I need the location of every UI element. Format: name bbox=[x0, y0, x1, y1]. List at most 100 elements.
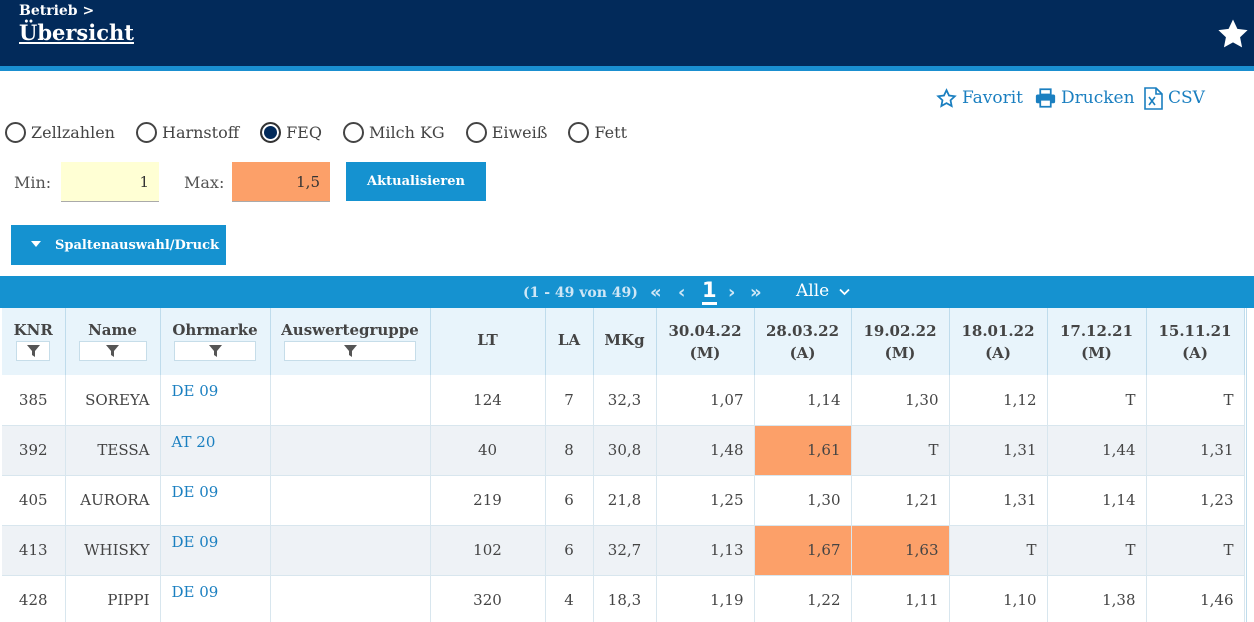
header-knr[interactable]: KNR bbox=[2, 308, 66, 375]
cell-name: WHISKY bbox=[65, 525, 161, 576]
csv-button[interactable]: CSV bbox=[1144, 86, 1205, 110]
radio-eiweiss[interactable]: Eiweiß bbox=[465, 122, 548, 143]
header-name[interactable]: Name bbox=[65, 308, 161, 375]
page-title[interactable]: Übersicht bbox=[19, 20, 134, 45]
header-lt[interactable]: LT bbox=[430, 308, 546, 375]
table-header-row: KNR Name Ohrmarke Auswertegruppe LT LA M… bbox=[2, 308, 1245, 375]
filter-name[interactable] bbox=[78, 341, 147, 361]
radio-label: Eiweiß bbox=[491, 123, 548, 142]
next-page-icon[interactable]: › bbox=[728, 282, 736, 303]
header-ohrmarke[interactable]: Ohrmarke bbox=[160, 308, 271, 375]
star-filled-icon[interactable] bbox=[1216, 17, 1250, 51]
radio-label: Harnstoff bbox=[161, 123, 240, 142]
filter-ohrmarke[interactable] bbox=[174, 341, 256, 361]
table-row[interactable]: 413 WHISKY DE 09 102 6 32,7 1,13 1,67 1,… bbox=[2, 525, 1245, 576]
cell-value: T bbox=[1046, 525, 1147, 576]
first-page-icon[interactable]: « bbox=[650, 282, 662, 303]
update-button[interactable]: Aktualisieren bbox=[346, 162, 486, 201]
favorite-button[interactable]: Favorit bbox=[936, 86, 1023, 110]
radio-circle-selected[interactable] bbox=[260, 122, 282, 143]
radio-circle[interactable] bbox=[342, 122, 364, 143]
radio-zellzahlen[interactable]: Zellzahlen bbox=[5, 122, 115, 143]
top-bar bbox=[0, 0, 1254, 66]
header-date-type: (M) bbox=[689, 344, 721, 362]
metric-radio-group: Zellzahlen Harnstoff FEQ Milch KG Eiweiß… bbox=[5, 122, 648, 143]
table-row[interactable]: 405 AURORA DE 09 219 6 21,8 1,25 1,30 1,… bbox=[2, 475, 1245, 526]
radio-circle[interactable] bbox=[5, 122, 26, 143]
cell-lt: 320 bbox=[430, 575, 546, 622]
max-input[interactable] bbox=[232, 162, 330, 202]
header-date: 30.04.22 bbox=[668, 322, 742, 340]
header-date-4[interactable]: 17.12.21 (M) bbox=[1046, 308, 1147, 375]
table-row[interactable]: 428 PIPPI DE 09 320 4 18,3 1,19 1,22 1,1… bbox=[2, 575, 1245, 622]
min-input[interactable] bbox=[61, 162, 159, 202]
prev-page-icon[interactable]: ‹ bbox=[678, 282, 686, 303]
cell-value: 1,31 bbox=[948, 425, 1048, 476]
cell-value-highlighted: 1,67 bbox=[753, 525, 852, 576]
cell-auswertegruppe bbox=[270, 475, 431, 526]
page-size-label: Alle bbox=[796, 281, 830, 301]
cell-ohrmarke-link[interactable]: AT 20 bbox=[160, 425, 271, 476]
cell-la: 6 bbox=[545, 475, 594, 526]
header-date-0[interactable]: 30.04.22 (M) bbox=[655, 308, 755, 375]
cell-mkg: 21,8 bbox=[593, 475, 657, 526]
header-date-1[interactable]: 28.03.22 (A) bbox=[753, 308, 852, 375]
table-row[interactable]: 392 TESSA AT 20 40 8 30,8 1,48 1,61 T 1,… bbox=[2, 425, 1245, 476]
column-selection-button[interactable]: Spaltenauswahl/Druck bbox=[11, 225, 226, 265]
cell-value-highlighted: 1,61 bbox=[753, 425, 852, 476]
radio-label: Milch KG bbox=[368, 123, 445, 142]
pager-range: (1 - 49 von 49) bbox=[523, 285, 638, 301]
radio-circle[interactable] bbox=[465, 122, 487, 143]
last-page-icon[interactable]: » bbox=[750, 282, 762, 303]
cell-auswertegruppe bbox=[270, 525, 431, 576]
cell-ohrmarke-link[interactable]: DE 09 bbox=[160, 375, 271, 426]
radio-feq[interactable]: FEQ bbox=[260, 122, 322, 143]
radio-label: FEQ bbox=[286, 123, 322, 142]
print-label: Drucken bbox=[1061, 88, 1135, 108]
cell-knr: 385 bbox=[2, 375, 66, 426]
header-label: Ohrmarke bbox=[172, 321, 258, 339]
cell-name: TESSA bbox=[65, 425, 161, 476]
radio-fett[interactable]: Fett bbox=[568, 122, 627, 143]
table-row[interactable]: 385 SOREYA DE 09 124 7 32,3 1,07 1,14 1,… bbox=[2, 375, 1245, 426]
filter-icon bbox=[343, 345, 357, 357]
favorite-label: Favorit bbox=[962, 88, 1024, 108]
header-la[interactable]: LA bbox=[545, 308, 594, 375]
cell-auswertegruppe bbox=[270, 575, 431, 622]
cell-lt: 102 bbox=[430, 525, 546, 576]
radio-circle[interactable] bbox=[135, 122, 157, 143]
header-label: Name bbox=[88, 321, 137, 339]
cell-ohrmarke-link[interactable]: DE 09 bbox=[160, 475, 271, 526]
header-label: Auswertegruppe bbox=[281, 321, 419, 339]
cell-ohrmarke-link[interactable]: DE 09 bbox=[160, 575, 271, 622]
header-date-type: (M) bbox=[884, 344, 916, 362]
current-page[interactable]: 1 bbox=[702, 278, 717, 305]
breadcrumb[interactable]: Betrieb > bbox=[19, 3, 95, 19]
radio-harnstoff[interactable]: Harnstoff bbox=[135, 122, 240, 143]
filter-auswertegruppe[interactable] bbox=[284, 341, 416, 361]
cell-value: 1,44 bbox=[1046, 425, 1147, 476]
cell-value: 1,30 bbox=[850, 375, 950, 426]
header-date-3[interactable]: 18.01.22 (A) bbox=[948, 308, 1048, 375]
cell-auswertegruppe bbox=[270, 425, 431, 476]
cell-value: T bbox=[850, 425, 950, 476]
filter-knr[interactable] bbox=[16, 341, 51, 361]
csv-label: CSV bbox=[1168, 88, 1205, 108]
header-mkg[interactable]: MKg bbox=[593, 308, 657, 375]
radio-label: Zellzahlen bbox=[31, 123, 115, 142]
header-auswertegruppe[interactable]: Auswertegruppe bbox=[270, 308, 431, 375]
cell-ohrmarke-link[interactable]: DE 09 bbox=[160, 525, 271, 576]
star-outline-icon bbox=[936, 87, 957, 108]
header-date: 28.03.22 bbox=[765, 322, 840, 340]
radio-circle[interactable] bbox=[568, 122, 590, 143]
header-date: 17.12.21 bbox=[1059, 322, 1134, 340]
page-size-select[interactable]: Alle bbox=[796, 281, 850, 301]
header-date-5[interactable]: 15.11.21 (A) bbox=[1145, 308, 1245, 375]
cell-lt: 219 bbox=[430, 475, 546, 526]
radio-milch-kg[interactable]: Milch KG bbox=[342, 122, 445, 143]
cell-value: 1,11 bbox=[850, 575, 950, 622]
cell-lt: 40 bbox=[430, 425, 546, 476]
print-button[interactable]: Drucken bbox=[1035, 86, 1135, 110]
header-date-2[interactable]: 19.02.22 (M) bbox=[850, 308, 950, 375]
cell-mkg: 18,3 bbox=[593, 575, 657, 622]
